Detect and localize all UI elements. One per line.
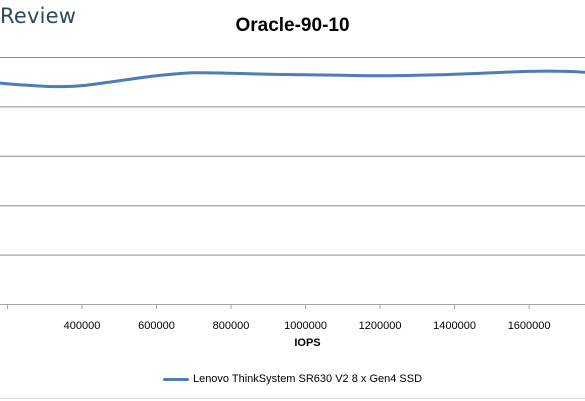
x-tick-label: 1600000 <box>508 320 551 332</box>
chart-title: Oracle-90-10 <box>235 15 350 36</box>
x-tick-label: 800000 <box>213 320 250 332</box>
x-tick-label: 1200000 <box>359 320 402 332</box>
x-tick-labels: 400000 600000 800000 1000000 1200000 1400000 1… <box>6 304 551 332</box>
series-lines <box>0 69 585 89</box>
legend-swatch <box>162 377 189 381</box>
x-axis-label: IOPS <box>294 337 321 349</box>
bottom-divider <box>0 398 585 399</box>
x-tick-label: 600000 <box>138 320 175 332</box>
legend: Lenovo ThinkSystem SR630 V2 8 x Gen4 SSD <box>0 373 585 385</box>
x-tick-label: 1000000 <box>284 320 327 332</box>
brand-logo-text: Review <box>0 4 77 28</box>
x-tick-label: 400000 <box>64 320 101 332</box>
x-tick-label: 1400000 <box>433 320 476 332</box>
series-line <box>0 69 585 89</box>
legend-label: Lenovo ThinkSystem SR630 V2 8 x Gen4 SSD <box>192 373 423 385</box>
gridlines <box>0 57 585 305</box>
